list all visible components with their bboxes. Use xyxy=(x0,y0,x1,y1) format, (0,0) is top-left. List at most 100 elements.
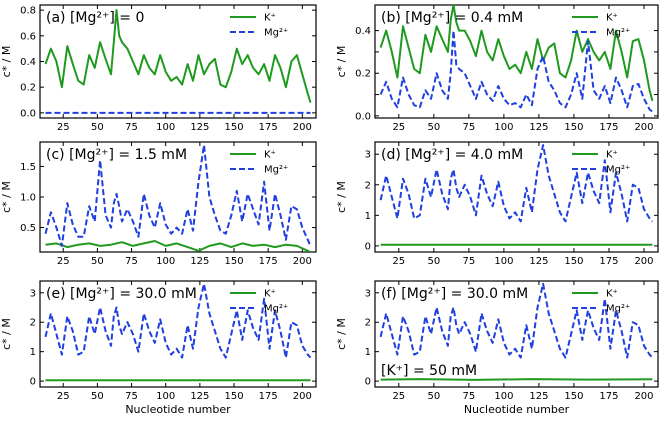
x-tick-label: 125 xyxy=(190,256,209,267)
y-axis-label: c* / M xyxy=(335,46,348,78)
x-axis-label: Nucleotide number xyxy=(464,403,570,416)
panel-title: (f) [Mg²⁺] = 30.0 mM xyxy=(381,286,528,302)
y-tick-label: 2 xyxy=(365,318,371,329)
series-line-mg xyxy=(44,144,312,247)
x-tick-label: 50 xyxy=(91,256,104,267)
y-tick-label: 0.8 xyxy=(20,6,36,17)
legend-label-k: K⁺ xyxy=(264,150,276,161)
x-tick-label: 25 xyxy=(392,256,405,267)
x-tick-label: 50 xyxy=(91,391,104,402)
legend-label-mg: Mg²⁺ xyxy=(606,304,630,315)
x-tick-label: 150 xyxy=(224,391,243,402)
legend-label-k: K⁺ xyxy=(606,289,618,300)
plot-frame xyxy=(374,4,659,119)
y-axis-label: c* / M xyxy=(335,318,348,350)
x-tick-label: 125 xyxy=(529,122,548,133)
x-tick-label: 200 xyxy=(293,122,312,133)
x-tick-label: 200 xyxy=(293,256,312,267)
x-tick-label: 175 xyxy=(599,391,618,402)
y-tick-label: 0.6 xyxy=(20,31,36,42)
plot-frame xyxy=(374,280,659,388)
legend-label-mg: Mg²⁺ xyxy=(606,165,630,176)
y-tick-label: 0.0 xyxy=(20,108,36,119)
y-tick-label: 0.2 xyxy=(20,83,36,94)
legend-label-k: K⁺ xyxy=(606,150,618,161)
y-axis-label: c* / M xyxy=(335,181,348,213)
panel-title: (b) [Mg²⁺] = 0.4 mM xyxy=(381,10,523,26)
legend-label-k: K⁺ xyxy=(606,13,618,24)
x-tick-label: 75 xyxy=(125,256,138,267)
x-tick-label: 125 xyxy=(529,391,548,402)
y-axis-label: c* / M xyxy=(0,181,13,213)
x-tick-label: 175 xyxy=(259,391,278,402)
x-tick-label: 25 xyxy=(57,256,70,267)
series-line-mg xyxy=(379,282,654,359)
x-tick-label: 150 xyxy=(564,391,583,402)
x-tick-label: 25 xyxy=(392,391,405,402)
y-tick-label: 0.2 xyxy=(355,69,371,80)
x-tick-label: 50 xyxy=(427,122,440,133)
x-tick-label: 75 xyxy=(462,256,475,267)
series-line-mg xyxy=(44,282,312,359)
x-tick-label: 75 xyxy=(462,391,475,402)
x-tick-label: 100 xyxy=(156,256,175,267)
y-tick-label: 1.5 xyxy=(20,162,36,173)
legend-label-mg: Mg²⁺ xyxy=(264,28,288,39)
chart-panel-2: 25 50 75 100 125 150 175 200 0.5 1.0 1.5 c* / M (c) … xyxy=(0,141,317,267)
x-tick-label: 150 xyxy=(224,122,243,133)
x-tick-label: 200 xyxy=(293,391,312,402)
y-tick-label: 3 xyxy=(30,288,36,299)
x-tick-label: 150 xyxy=(564,256,583,267)
x-tick-label: 175 xyxy=(599,122,618,133)
y-tick-label: 1 xyxy=(365,347,371,358)
chart-panel-0: 25 50 75 100 125 150 175 200 0.0 0.2 0.4 0.6 0.8 c* /… xyxy=(0,4,317,133)
plot-frame xyxy=(39,280,317,388)
y-tick-label: 0.5 xyxy=(20,223,36,234)
series-line-k xyxy=(45,240,311,252)
legend-label-mg: Mg²⁺ xyxy=(264,304,288,315)
panel-title: (a) [Mg²⁺] = 0 xyxy=(46,10,144,26)
x-tick-label: 50 xyxy=(427,391,440,402)
y-tick-label: 1 xyxy=(365,211,371,222)
series-line-mg xyxy=(379,29,654,113)
x-tick-label: 50 xyxy=(427,256,440,267)
x-tick-label: 150 xyxy=(224,256,243,267)
x-tick-label: 200 xyxy=(634,391,653,402)
x-tick-label: 25 xyxy=(57,122,70,133)
x-tick-label: 125 xyxy=(529,256,548,267)
x-tick-label: 150 xyxy=(564,122,583,133)
series-line-mg xyxy=(379,144,654,223)
x-tick-label: 25 xyxy=(57,391,70,402)
x-tick-label: 175 xyxy=(599,256,618,267)
y-tick-label: 0 xyxy=(30,377,36,388)
x-tick-label: 200 xyxy=(634,256,653,267)
y-axis-label: c* / M xyxy=(0,318,13,350)
x-tick-label: 25 xyxy=(392,122,405,133)
y-tick-label: 3 xyxy=(365,288,371,299)
panel-title: (e) [Mg²⁺] = 30.0 mM xyxy=(46,286,197,302)
x-tick-label: 100 xyxy=(494,256,513,267)
panel-title: (d) [Mg²⁺] = 4.0 mM xyxy=(381,147,523,163)
series-line-k xyxy=(380,378,653,381)
x-axis-label: Nucleotide number xyxy=(125,403,231,416)
x-tick-label: 100 xyxy=(494,122,513,133)
x-tick-label: 75 xyxy=(125,391,138,402)
x-tick-label: 200 xyxy=(634,122,653,133)
y-tick-label: 3 xyxy=(365,150,371,161)
y-tick-label: 0.4 xyxy=(20,57,36,68)
x-tick-label: 75 xyxy=(125,122,138,133)
x-tick-label: 100 xyxy=(156,122,175,133)
y-tick-label: 1 xyxy=(30,347,36,358)
y-tick-label: 1.0 xyxy=(20,193,36,204)
x-tick-label: 75 xyxy=(462,122,475,133)
chart-panel-5: 25 50 75 100 125 150 175 200 0 1 2 3 c* / M Nucleotid… xyxy=(335,280,659,416)
plot-frame xyxy=(374,141,659,253)
chart-panel-1: 25 50 75 100 125 150 175 200 0.0 0.2 0.4 c* / M (b) … xyxy=(335,4,659,133)
y-tick-label: 0 xyxy=(365,241,371,252)
legend-label-mg: Mg²⁺ xyxy=(606,28,630,39)
y-tick-label: 0 xyxy=(365,377,371,388)
legend-label-k: K⁺ xyxy=(264,289,276,300)
y-axis-label: c* / M xyxy=(0,46,13,78)
panel-title: (c) [Mg²⁺] = 1.5 mM xyxy=(46,147,187,163)
